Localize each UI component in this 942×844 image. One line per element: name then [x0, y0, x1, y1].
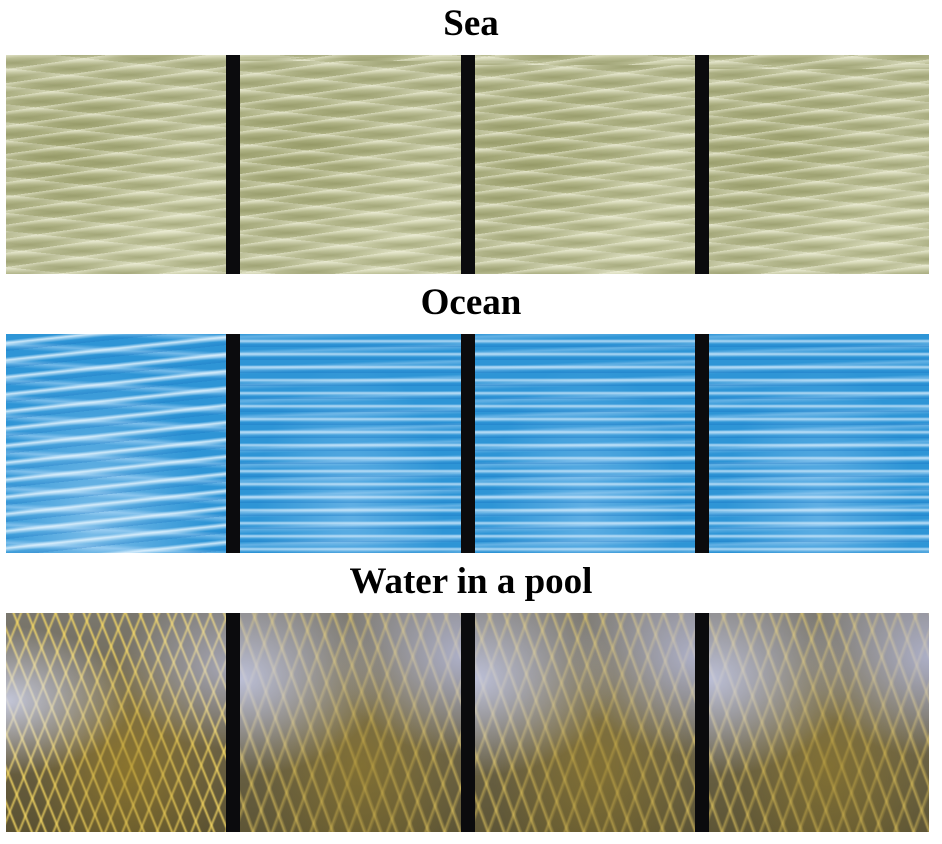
pool-frame-4: [708, 613, 929, 832]
frame-separator: [694, 613, 709, 832]
ocean-frame-2: [240, 334, 461, 553]
ocean-frame-1: [6, 334, 227, 553]
pool-frame-1: [6, 613, 227, 832]
frame-strip-ocean: [6, 334, 929, 553]
ocean-frame-3: [474, 334, 695, 553]
pool-frame-2: [240, 613, 461, 832]
sea-frame-4: [708, 55, 929, 274]
frame-separator: [226, 613, 241, 832]
section-title-sea: Sea: [443, 3, 499, 44]
section-title-ocean: Ocean: [420, 282, 522, 323]
frame-separator: [694, 55, 709, 274]
sea-frame-1: [6, 55, 227, 274]
frame-separator: [460, 613, 475, 832]
frame-separator: [694, 334, 709, 553]
frame-strip-pool: [6, 613, 929, 832]
section-title-pool: Water in a pool: [349, 561, 593, 602]
ocean-frame-4: [708, 334, 929, 553]
frame-strip-sea: [6, 55, 929, 274]
pool-frame-3: [474, 613, 695, 832]
frame-separator: [460, 334, 475, 553]
sea-frame-3: [474, 55, 695, 274]
frame-separator: [226, 55, 241, 274]
frame-separator: [460, 55, 475, 274]
sea-frame-2: [240, 55, 461, 274]
frame-separator: [226, 334, 241, 553]
